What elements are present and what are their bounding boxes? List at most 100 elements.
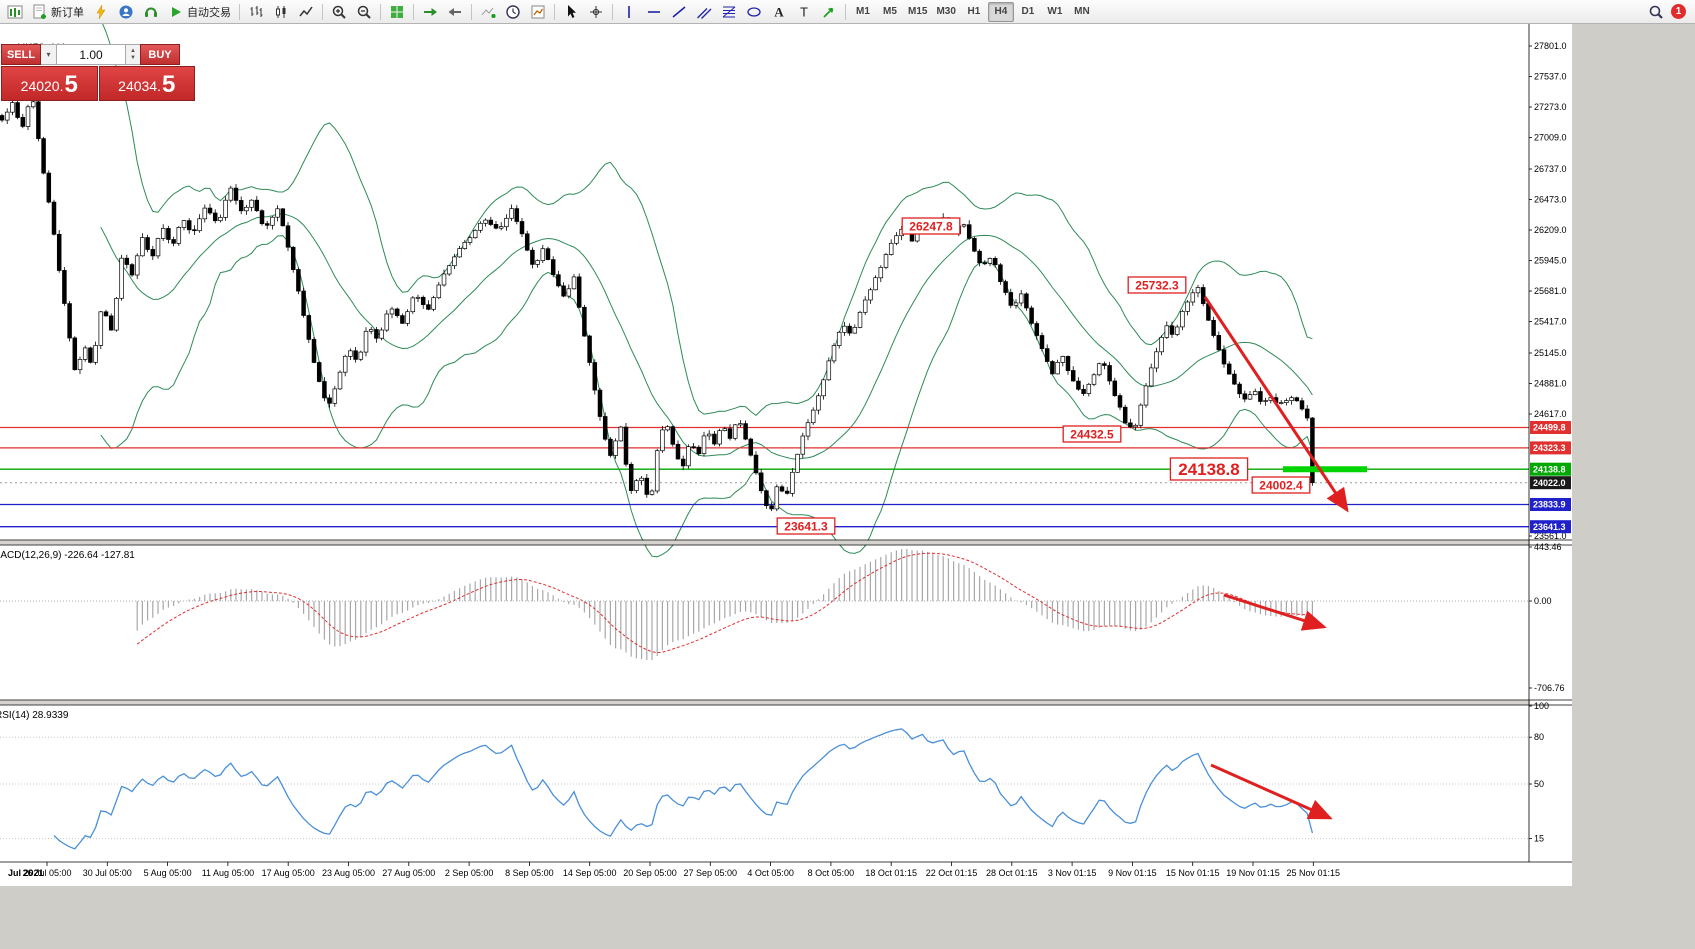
axis-price-badge: 24022.0	[1530, 476, 1571, 490]
cursor-tool-button[interactable]	[559, 2, 583, 22]
zoom-out-button[interactable]	[352, 2, 376, 22]
toolbar-separator	[380, 3, 381, 20]
price-annotation[interactable]: 23641.3	[776, 517, 836, 535]
autotrading-button[interactable]: 自动交易	[164, 2, 235, 22]
horizontal-line-tool-button[interactable]	[642, 2, 666, 22]
timeframe-d1[interactable]: D1	[1015, 2, 1041, 22]
new-chart-button[interactable]	[3, 2, 27, 22]
time-axis-label: 26 Jul 05:00	[22, 868, 71, 878]
trendline-tool-button[interactable]	[667, 2, 691, 22]
rsi-axis-tick: 100	[1534, 701, 1549, 711]
bar-chart-button[interactable]	[244, 2, 268, 22]
spinner-down-icon[interactable]: ▼	[130, 54, 136, 61]
price-chart[interactable]: 26247.8 25732.3 24432.5 24138.8 24002.4 23641…	[0, 24, 1572, 886]
arrow-tools-button[interactable]	[817, 2, 841, 22]
vertical-line-icon	[621, 4, 637, 20]
time-axis-label: 5 Aug 05:00	[144, 868, 192, 878]
timeframe-h1[interactable]: H1	[961, 2, 987, 22]
price-axis-tick: 24617.0	[1534, 409, 1567, 419]
timeframe-m1[interactable]: M1	[850, 2, 876, 22]
panel-splitter[interactable]	[0, 700, 1572, 705]
time-axis-label: 27 Sep 05:00	[684, 868, 738, 878]
macd-axis-tick: -706.76	[1534, 683, 1565, 693]
periods-button[interactable]	[501, 2, 525, 22]
support-button[interactable]	[139, 2, 163, 22]
timeframe-mn[interactable]: MN	[1069, 2, 1095, 22]
bid-price[interactable]: 24020. 5	[1, 66, 98, 101]
price-axis-tick: 25945.0	[1534, 255, 1567, 265]
time-axis-label: 23 Aug 05:00	[322, 868, 375, 878]
search-button[interactable]	[1644, 2, 1668, 22]
trendline-icon	[671, 4, 687, 20]
svg-text:25732.3: 25732.3	[1135, 278, 1179, 292]
zoom-in-button[interactable]	[327, 2, 351, 22]
vertical-line-tool-button[interactable]	[617, 2, 641, 22]
crosshair-tool-button[interactable]	[584, 2, 608, 22]
timeframe-h4[interactable]: H4	[987, 1, 1014, 22]
toolbar-separator	[239, 3, 240, 20]
order-type-dropdown[interactable]: ▾	[41, 44, 57, 65]
price-annotation[interactable]: 24002.4	[1251, 476, 1311, 494]
svg-text:24138.8: 24138.8	[1533, 464, 1566, 474]
timeframe-m15[interactable]: M15	[904, 2, 931, 22]
shapes-tool-button[interactable]	[742, 2, 766, 22]
bollinger-bands	[100, 24, 1313, 558]
indicators-button[interactable]	[476, 2, 500, 22]
new-order-button[interactable]: 新订单	[28, 2, 88, 22]
horizontal-line-icon	[646, 4, 662, 20]
price-annotation[interactable]: 25732.3	[1127, 276, 1187, 294]
text-icon: A	[771, 4, 787, 20]
timeframe-w1[interactable]: W1	[1042, 2, 1068, 22]
rsi-axis-tick: 80	[1534, 732, 1544, 742]
main-toolbar: 新订单 自动交易 A T M1 M5 M15 M30 H1 H4 D1 W1 MN 1	[0, 0, 1695, 24]
time-axis-label: 9 Nov 01:15	[1108, 868, 1157, 878]
text-tool-button[interactable]: A	[767, 2, 791, 22]
metaeditor-button[interactable]	[89, 2, 113, 22]
search-icon	[1648, 4, 1664, 20]
price-annotation[interactable]: 24432.5	[1062, 425, 1122, 443]
trend-arrow[interactable]	[1203, 296, 1349, 513]
panel-splitter[interactable]	[0, 540, 1572, 545]
auto-scroll-button[interactable]	[418, 2, 442, 22]
ask-price[interactable]: 24034. 5	[98, 66, 195, 101]
channel-icon	[696, 4, 712, 20]
svg-text:24002.4: 24002.4	[1259, 478, 1303, 492]
time-axis-label: 14 Sep 05:00	[563, 868, 617, 878]
channel-tool-button[interactable]	[692, 2, 716, 22]
price-axis-tick: 24881.0	[1534, 378, 1567, 388]
price-annotation[interactable]: 26247.8	[901, 217, 961, 235]
tile-windows-button[interactable]	[385, 2, 409, 22]
svg-text:A: A	[774, 4, 784, 19]
fibonacci-tool-button[interactable]	[717, 2, 741, 22]
sell-button[interactable]: SELL	[1, 44, 41, 65]
time-axis-label: 3 Nov 01:15	[1048, 868, 1097, 878]
volume-spinner[interactable]: ▲ ▼	[126, 44, 140, 65]
label-tool-button[interactable]: T	[792, 2, 816, 22]
timeframe-m30[interactable]: M30	[932, 2, 959, 22]
trend-arrow[interactable]	[1210, 763, 1333, 820]
price-axis-tick: 26737.0	[1534, 164, 1567, 174]
support-icon	[143, 4, 159, 20]
templates-button[interactable]	[526, 2, 550, 22]
time-axis-label: 22 Oct 01:15	[926, 868, 978, 878]
trend-arrow[interactable]	[1223, 593, 1327, 631]
price-annotation[interactable]: 24138.8	[1169, 457, 1249, 481]
buy-button[interactable]: BUY	[140, 44, 180, 65]
templates-icon	[530, 4, 546, 20]
new-order-button-label: 新订单	[51, 6, 84, 19]
autotrading-button-label: 自动交易	[187, 6, 231, 19]
line-chart-button[interactable]	[294, 2, 318, 22]
svg-text:23833.9: 23833.9	[1533, 500, 1566, 510]
volume-input[interactable]: 1.00	[57, 44, 126, 65]
crosshair-icon	[588, 4, 604, 20]
candlestick-chart-button[interactable]	[269, 2, 293, 22]
notification-badge[interactable]: 1	[1671, 4, 1686, 19]
price-axis-tick: 27801.0	[1534, 41, 1567, 51]
macd-axis-tick: 443.46	[1534, 542, 1562, 552]
svg-text:24323.3: 24323.3	[1533, 443, 1566, 453]
spinner-up-icon[interactable]: ▲	[130, 47, 136, 54]
community-button[interactable]	[114, 2, 138, 22]
chart-shift-button[interactable]	[443, 2, 467, 22]
timeframe-m5[interactable]: M5	[877, 2, 903, 22]
ask-main-digits: 24034.	[118, 78, 161, 94]
